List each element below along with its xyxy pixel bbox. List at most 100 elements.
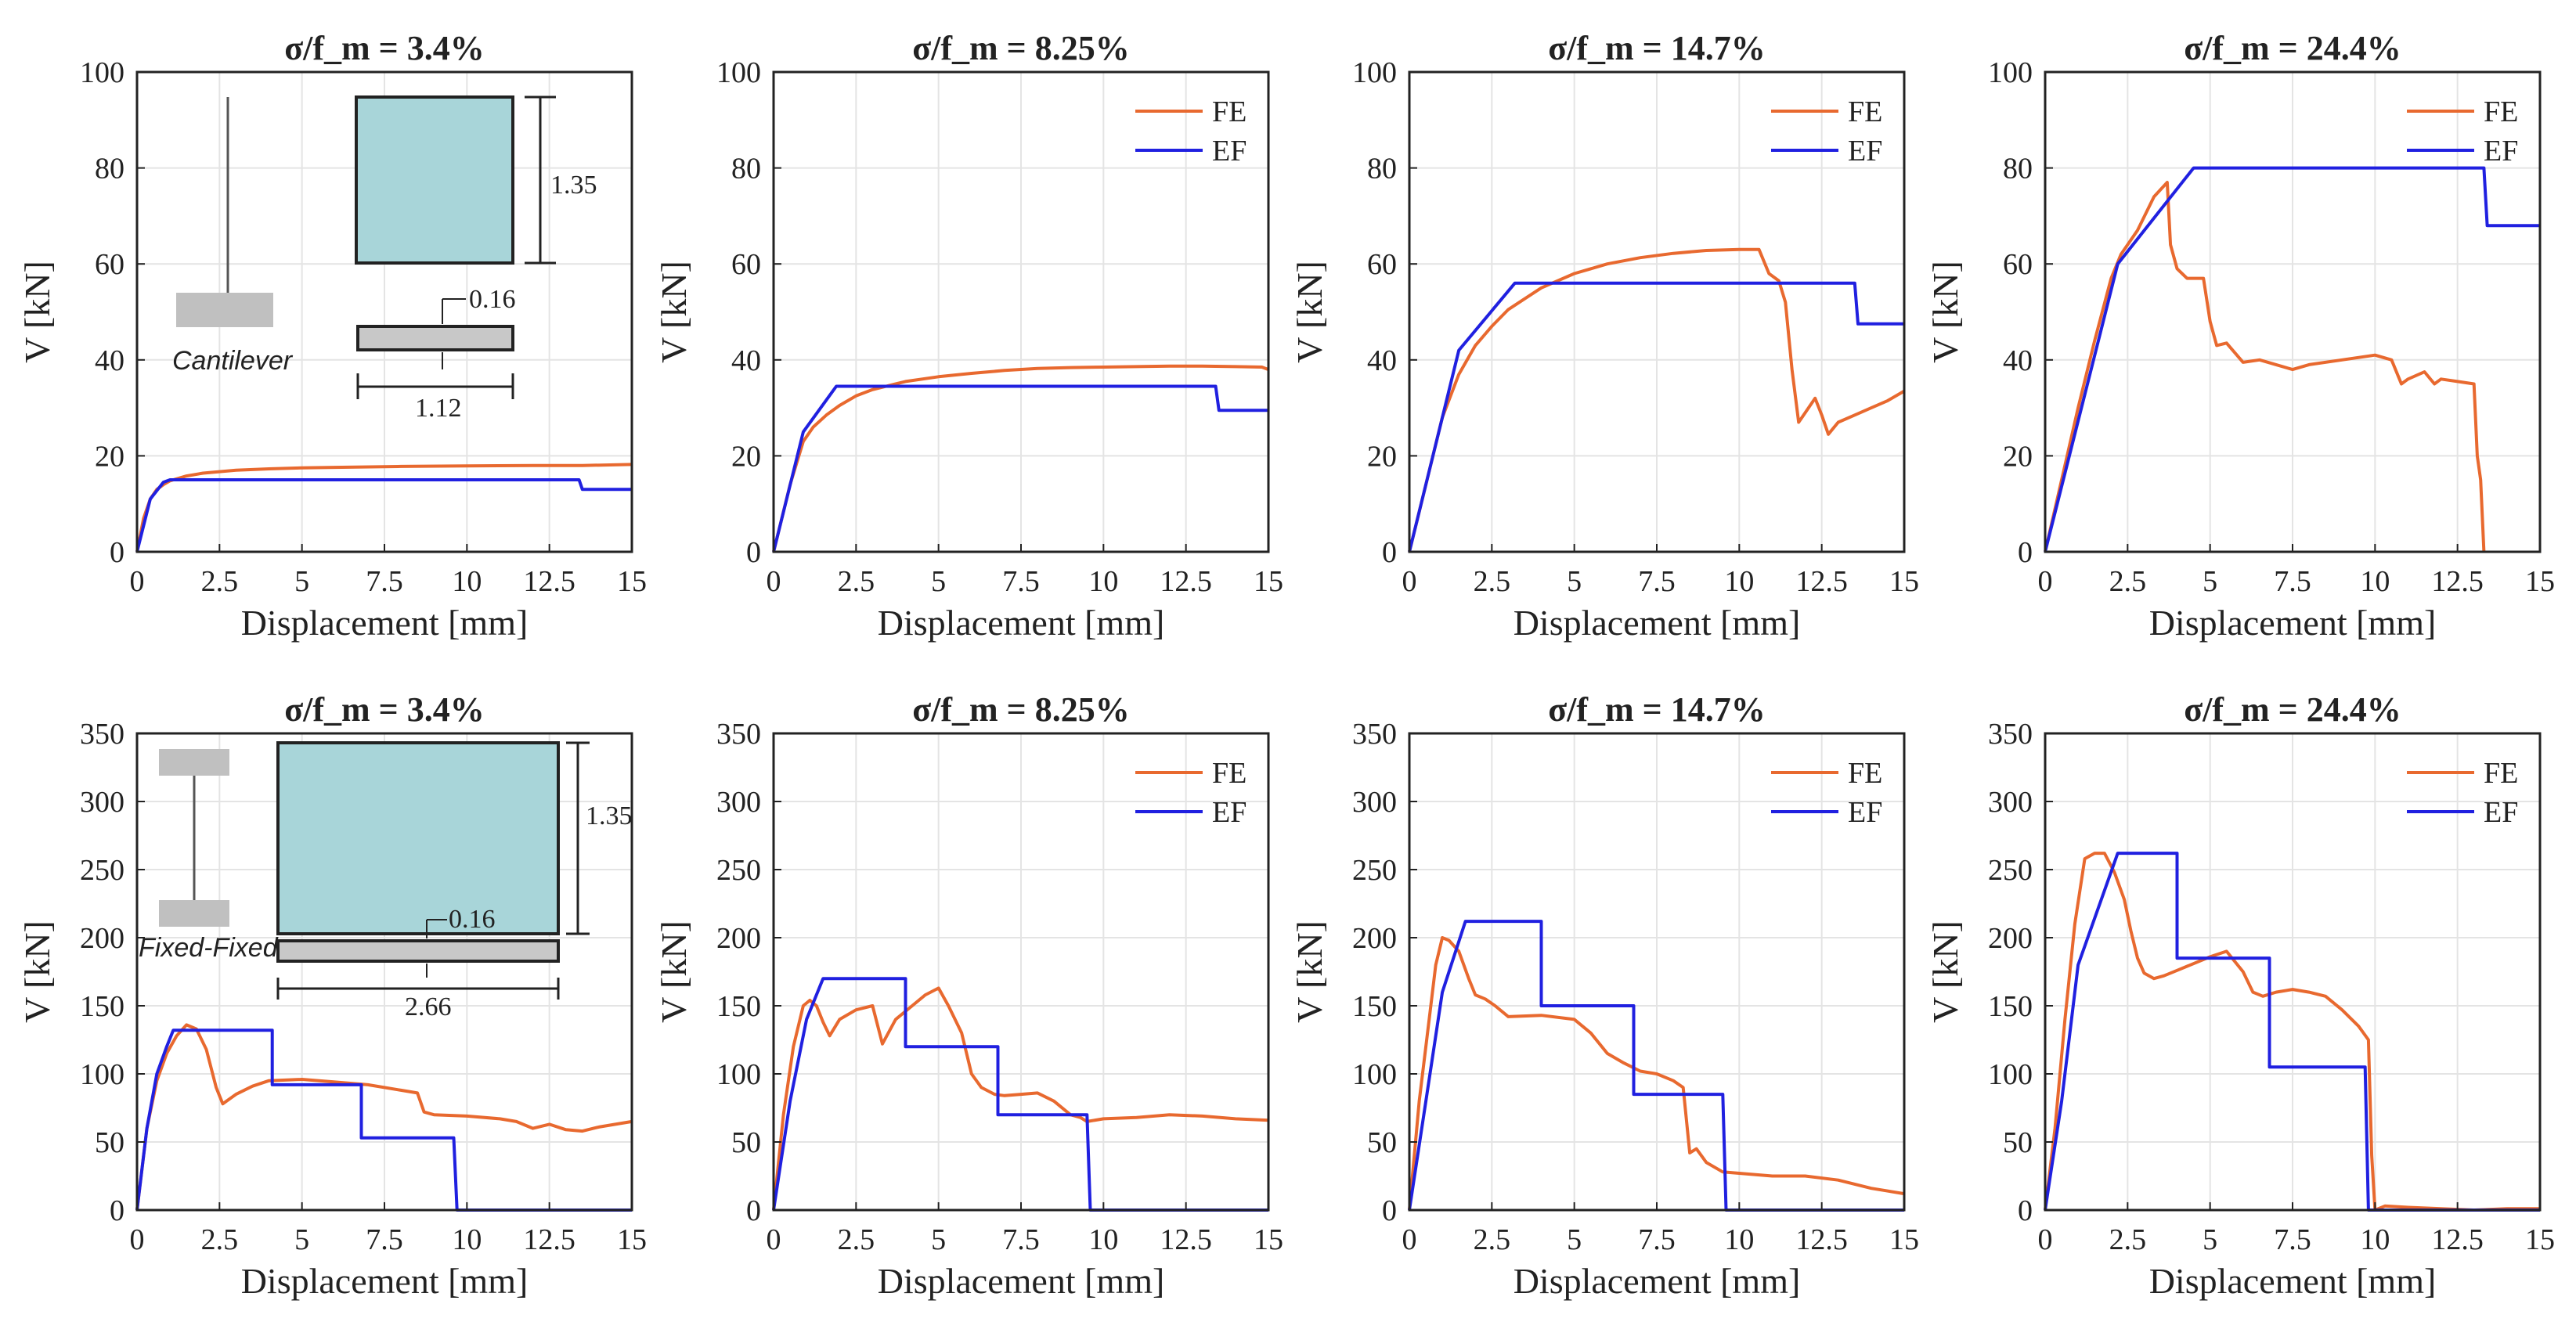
boundary-label: Fixed-Fixed xyxy=(139,933,279,963)
x-tick-label: 5 xyxy=(294,1223,309,1256)
y-tick-label: 20 xyxy=(731,440,761,473)
x-tick-label: 7.5 xyxy=(1638,565,1676,598)
legend: FE EF xyxy=(1771,757,1882,829)
x-tick-label: 0 xyxy=(1402,1223,1417,1256)
x-tick-label: 10 xyxy=(2360,565,2390,598)
series-line-ef xyxy=(1408,281,1904,553)
y-tick-label: 200 xyxy=(1988,922,2033,955)
chart-title: σ/f_m = 14.7% xyxy=(1548,29,1766,67)
y-axis-label: V [kN] xyxy=(654,920,694,1023)
x-tick-label: 0 xyxy=(767,1223,781,1256)
y-tick-label: 250 xyxy=(716,854,761,887)
x-tick-label: 7.5 xyxy=(2274,1223,2311,1256)
y-tick-label: 20 xyxy=(2003,440,2033,473)
y-tick-label: 250 xyxy=(80,854,124,887)
legend-label-fe: FE xyxy=(2484,757,2518,790)
x-tick-label: 2.5 xyxy=(838,565,875,598)
series-line-fe xyxy=(1408,936,1905,1211)
y-tick-label: 50 xyxy=(2003,1126,2033,1159)
x-tick-label: 12.5 xyxy=(523,1223,575,1256)
y-tick-label: 350 xyxy=(1352,718,1397,751)
y-tick-label: 350 xyxy=(80,718,124,751)
y-tick-label: 0 xyxy=(746,1194,761,1227)
x-tick-label: 0 xyxy=(2038,565,2053,598)
x-tick-label: 12.5 xyxy=(523,565,575,598)
y-tick-label: 250 xyxy=(1988,854,2033,887)
y-axis-label: V [kN] xyxy=(1925,920,1965,1023)
dimension-label: 1.35 xyxy=(550,171,597,200)
legend-label-ef: EF xyxy=(2484,135,2518,168)
x-tick-label: 15 xyxy=(2525,1223,2555,1256)
y-tick-label: 80 xyxy=(731,153,761,186)
chart-panel-8: 0 2.5 5 7.5 10 12.5 15050100150200250300350σ/f… xyxy=(1925,690,2555,1301)
x-tick-label: 7.5 xyxy=(1002,565,1040,598)
chart-panel-4: 0 2.5 5 7.5 10 12.5 15 0 20 40 60 80 100 σ/f_m = 24.4… xyxy=(1925,29,2555,643)
x-tick-label: 2.5 xyxy=(201,565,239,598)
legend-label-fe: FE xyxy=(2484,95,2518,128)
y-tick-label: 150 xyxy=(1352,990,1397,1023)
section-elevation xyxy=(355,95,514,265)
x-tick-label: 5 xyxy=(2203,1223,2217,1256)
x-tick-label: 2.5 xyxy=(2109,1223,2147,1256)
legend-label-ef: EF xyxy=(1212,796,1247,829)
legend: FE EF xyxy=(1135,95,1247,168)
x-tick-label: 15 xyxy=(1889,565,1919,598)
series-line-fe xyxy=(1408,247,1906,553)
legend: FE EF xyxy=(1771,95,1882,168)
y-tick-label: 100 xyxy=(80,1058,124,1091)
legend-label-fe: FE xyxy=(1848,757,1882,790)
inset-schematic: Fixed-Fixed 1.35 0.16 2.66 xyxy=(139,741,633,1021)
y-tick-label: 0 xyxy=(2018,536,2033,569)
series-line-fe xyxy=(772,364,1269,553)
legend-label-fe: FE xyxy=(1848,95,1882,128)
dimension-label: 2.66 xyxy=(405,992,452,1021)
chart-title: σ/f_m = 14.7% xyxy=(1548,690,1766,729)
series-line-fe xyxy=(772,986,1269,1211)
y-tick-label: 150 xyxy=(80,990,124,1023)
x-tick-label: 12.5 xyxy=(2431,1223,2484,1256)
series-line-ef xyxy=(772,384,1268,553)
x-axis-label: Displacement [mm] xyxy=(2149,603,2437,643)
chart-title: σ/f_m = 8.25% xyxy=(912,690,1130,729)
y-tick-label: 100 xyxy=(716,56,761,89)
x-tick-label: 5 xyxy=(2203,565,2217,598)
x-tick-label: 7.5 xyxy=(366,1223,403,1256)
x-tick-label: 0 xyxy=(2038,1223,2053,1256)
y-tick-label: 50 xyxy=(1367,1126,1397,1159)
y-tick-label: 40 xyxy=(95,344,124,377)
y-tick-label: 100 xyxy=(1352,56,1397,89)
bottom-support xyxy=(159,900,229,927)
x-tick-label: 10 xyxy=(452,1223,482,1256)
y-tick-label: 300 xyxy=(80,786,124,819)
x-tick-label: 12.5 xyxy=(1160,565,1212,598)
chart-title: σ/f_m = 8.25% xyxy=(912,29,1130,67)
x-tick-label: 0 xyxy=(767,565,781,598)
x-tick-label: 0 xyxy=(130,1223,145,1256)
x-axis-label: Displacement [mm] xyxy=(241,603,529,643)
x-axis-label: Displacement [mm] xyxy=(241,1261,529,1301)
y-tick-label: 80 xyxy=(2003,153,2033,186)
chart-panel-3: 0 2.5 5 7.5 10 12.5 15 0 20 40 60 80 100 σ/f_m = 14.7… xyxy=(1290,29,1919,643)
x-axis-label: Displacement [mm] xyxy=(1513,603,1801,643)
y-axis-label: V [kN] xyxy=(17,261,57,363)
section-elevation xyxy=(276,741,560,935)
y-tick-label: 300 xyxy=(716,786,761,819)
inset-schematic: Cantilever 1.35 0.16 1.12 xyxy=(172,95,597,423)
x-tick-label: 7.5 xyxy=(1002,1223,1040,1256)
y-tick-label: 20 xyxy=(95,440,124,473)
legend-label-ef: EF xyxy=(1212,135,1247,168)
legend: FE EF xyxy=(2407,757,2518,829)
y-tick-label: 0 xyxy=(110,1194,124,1227)
y-tick-label: 150 xyxy=(716,990,761,1023)
legend: FE EF xyxy=(2407,95,2518,168)
y-axis-label: V [kN] xyxy=(1290,261,1329,363)
x-tick-label: 5 xyxy=(1567,1223,1582,1256)
x-tick-label: 7.5 xyxy=(1638,1223,1676,1256)
dimension-label: 0.16 xyxy=(469,285,516,314)
series-line-ef xyxy=(772,977,1268,1212)
y-tick-label: 250 xyxy=(1352,854,1397,887)
x-tick-label: 12.5 xyxy=(1795,1223,1848,1256)
x-axis-label: Displacement [mm] xyxy=(1513,1261,1801,1301)
y-tick-label: 300 xyxy=(1988,786,2033,819)
x-tick-label: 2.5 xyxy=(2109,565,2147,598)
